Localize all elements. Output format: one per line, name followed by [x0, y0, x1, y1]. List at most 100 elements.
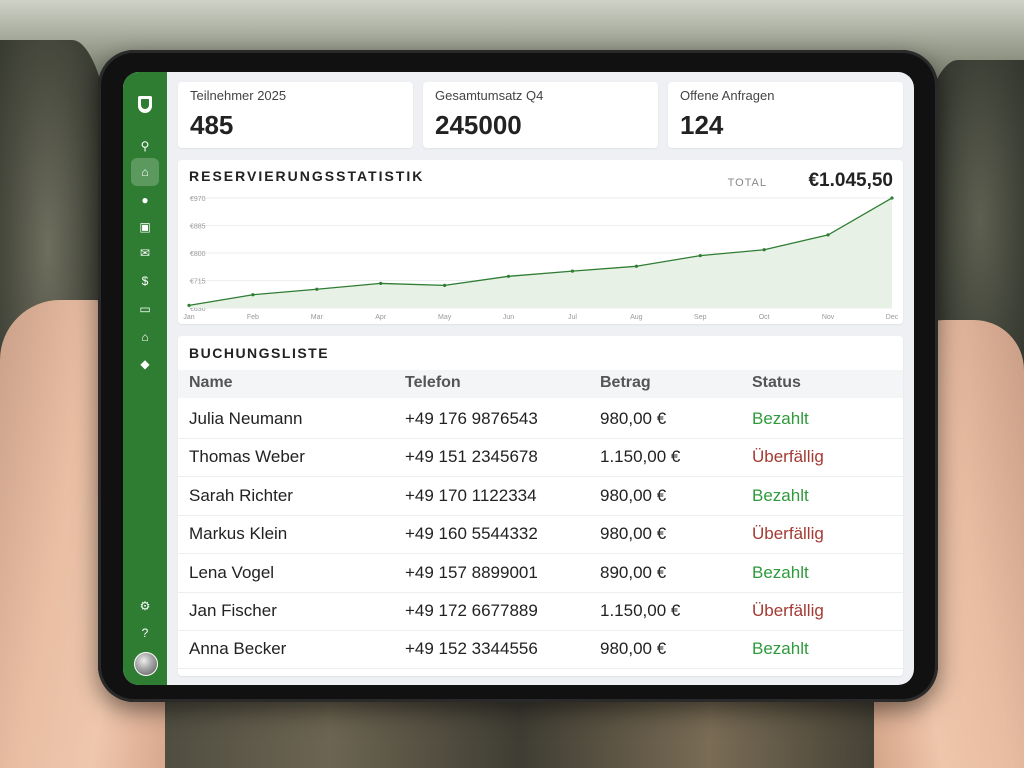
cell-status: Bezahlt — [752, 639, 809, 659]
bank-icon[interactable]: ⌂ — [141, 330, 149, 344]
data-point[interactable] — [634, 264, 638, 268]
y-tick-label: €800 — [190, 251, 206, 258]
cell-name: Julia Neumann — [189, 409, 303, 428]
x-tick-label: Nov — [822, 314, 835, 321]
data-point[interactable] — [570, 269, 575, 273]
x-tick-label: May — [438, 314, 452, 321]
cell-amount: 980,00 € — [600, 485, 667, 505]
x-tick-label: Sep — [694, 314, 707, 321]
booking-list-title: BUCHUNGSLISTE — [189, 345, 330, 361]
table-row[interactable]: Thomas Weber +49 151 2345678 1.150,00 € Übe… — [178, 438, 903, 478]
cell-amount: 980,00 € — [600, 524, 667, 544]
mail-icon[interactable]: ✉ — [139, 246, 151, 260]
data-point[interactable] — [251, 293, 255, 297]
cell-status: Bezahlt — [752, 562, 809, 582]
stat-card-requests: Offene Anfragen 124 — [668, 82, 903, 148]
table-row[interactable]: Jan Fischer +49 172 6677889 1.150,00 € Über… — [178, 592, 903, 631]
stat-label: Offene Anfragen — [680, 88, 775, 103]
cell-status: Bezahlt — [752, 485, 809, 505]
y-tick-label: €630 — [190, 306, 206, 313]
cell-name: Thomas Weber — [189, 447, 305, 467]
x-tick-label: Feb — [247, 314, 259, 321]
settings-icon[interactable]: ⚙ — [139, 599, 151, 613]
cell-amount: 890,00 € — [600, 562, 667, 582]
tag-icon[interactable]: ◆ — [140, 357, 150, 371]
y-tick-label: €970 — [190, 196, 206, 203]
table-row[interactable]: Julia Neumann +49 176 9876543 980,00 € Beza… — [178, 400, 903, 439]
contact-card-icon[interactable]: ▣ — [139, 220, 151, 234]
reservation-chart-card: RESERVIERUNGSSTATISTIK TOTAL €1.045,50 €… — [178, 160, 903, 324]
search-icon[interactable]: ⚲ — [140, 139, 150, 153]
x-tick-label: Dec — [886, 314, 899, 321]
cell-phone: +49 172 6677889 — [405, 601, 538, 620]
chart-total-label: TOTAL — [727, 177, 767, 189]
cell-amount: 1.150,00 € — [600, 601, 681, 620]
chart-area — [189, 198, 892, 308]
cell-amount: 980,00 € — [600, 639, 667, 659]
booking-list-card: BUCHUNGSLISTE Name Telefon Betrag Status… — [178, 336, 903, 676]
table-row[interactable]: Sarah Richter +49 170 1122334 980,00 € Beza… — [178, 477, 903, 516]
cash-icon[interactable]: ▭ — [139, 302, 151, 316]
x-tick-label: Jan — [183, 314, 194, 321]
data-point[interactable] — [315, 287, 319, 291]
home-icon[interactable]: ⌂ — [131, 158, 159, 186]
cell-status: Bezahlt — [752, 409, 809, 428]
stat-value: 245000 — [435, 110, 522, 140]
x-tick-label: Aug — [630, 314, 643, 321]
cell-phone: +49 151 2345678 — [405, 447, 538, 467]
cell-phone: +49 157 8899001 — [405, 562, 538, 582]
sidebar: ⚲ ⌂ ● ▣ ✉ $ ▭ ⌂ ◆ ⚙? — [123, 72, 167, 685]
cell-phone: +49 152 3344556 — [405, 639, 538, 659]
cell-name: Markus Klein — [189, 524, 288, 544]
cell-phone: +49 170 1122334 — [405, 485, 537, 505]
cell-name: Anna Becker — [189, 639, 287, 659]
cell-status: Überfällig — [752, 601, 824, 620]
user-icon[interactable]: ● — [141, 193, 149, 207]
x-tick-label: Jul — [568, 314, 577, 321]
help-icon[interactable]: ? — [141, 626, 149, 640]
cell-phone: +49 176 9876543 — [405, 409, 538, 428]
y-tick-label: €885 — [190, 224, 206, 231]
data-point[interactable] — [506, 274, 511, 278]
x-tick-label: Apr — [375, 314, 387, 321]
shield-logo-icon[interactable] — [131, 92, 159, 116]
stat-card-revenue: Gesamtumsatz Q4 245000 — [423, 82, 658, 148]
chart-total-value: €1.045,50 — [808, 170, 893, 191]
data-point[interactable] — [379, 281, 383, 286]
data-point[interactable] — [698, 253, 702, 258]
x-tick-label: Jun — [503, 314, 514, 321]
table-header: Name Telefon Betrag Status — [178, 370, 903, 398]
stat-label: Teilnehmer 2025 — [190, 88, 287, 103]
cell-amount: 980,00 € — [600, 409, 667, 428]
table-row[interactable]: Markus Klein +49 160 5544332 980,00 € Überf… — [178, 515, 903, 555]
table-row[interactable]: Anna Becker +49 152 3344556 980,00 € Bezahl… — [178, 630, 903, 670]
cell-phone: +49 160 5544332 — [405, 524, 538, 544]
column-header-amount[interactable]: Betrag — [600, 374, 651, 391]
x-tick-label: Mar — [311, 314, 324, 321]
stat-label: Gesamtumsatz Q4 — [435, 88, 544, 103]
cell-name: Sarah Richter — [189, 485, 293, 505]
data-point[interactable] — [826, 233, 830, 237]
data-point[interactable] — [187, 303, 191, 308]
chart-title: RESERVIERUNGSSTATISTIK — [189, 168, 425, 184]
cell-amount: 1.150,00 € — [600, 447, 681, 467]
column-header-name[interactable]: Name — [189, 374, 233, 391]
column-header-phone[interactable]: Telefon — [405, 374, 461, 391]
data-point[interactable] — [890, 196, 894, 200]
y-tick-label: €715 — [190, 279, 206, 286]
stat-card-participants: Teilnehmer 2025 485 — [178, 82, 413, 148]
dashboard-screen: ⚲ ⌂ ● ▣ ✉ $ ▭ ⌂ ◆ ⚙? Teilnehmer 2025 485 Gesamtu… — [123, 72, 914, 685]
cell-name: Lena Vogel — [189, 562, 275, 582]
stat-value: 485 — [190, 110, 234, 140]
chart-line — [188, 197, 893, 307]
stat-value: 124 — [680, 110, 724, 140]
data-point[interactable] — [443, 283, 447, 287]
column-header-status[interactable]: Status — [752, 374, 801, 391]
table-row[interactable]: Lena Vogel +49 157 8899001 890,00 € Bezahlt — [178, 554, 903, 593]
data-point[interactable] — [762, 248, 766, 252]
avatar[interactable] — [134, 652, 158, 676]
invoice-icon[interactable]: $ — [141, 274, 149, 288]
cell-status: Überfällig — [752, 447, 824, 467]
x-tick-label: Oct — [759, 314, 770, 321]
